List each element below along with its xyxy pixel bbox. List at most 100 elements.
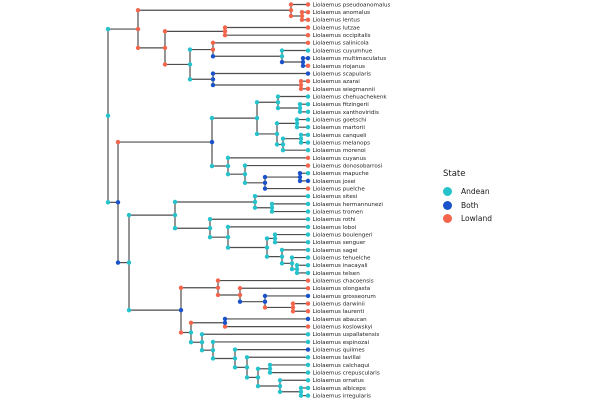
legend-label-both: Both (461, 200, 479, 210)
node-dot (305, 117, 311, 122)
node-dot (210, 356, 216, 361)
node-dot (289, 266, 295, 272)
tip-label: Liolaemus cuyumhue (313, 48, 373, 54)
node-dot (279, 54, 285, 59)
node-dot (280, 136, 286, 141)
node-dot (305, 155, 311, 161)
node-dot (105, 26, 111, 32)
node-dot (267, 370, 273, 375)
node-dot (210, 348, 216, 353)
tip-label: Liolaemus mapuche (313, 171, 370, 177)
node-dot (305, 362, 311, 368)
node-dot (305, 71, 311, 76)
node-dot (305, 32, 311, 38)
node-dot (232, 347, 238, 352)
node-dot (299, 17, 305, 23)
node-dot (305, 109, 311, 115)
node-dot (305, 178, 311, 184)
node-dot (290, 301, 296, 306)
node-dot (279, 48, 285, 53)
node-dot (272, 236, 278, 241)
tip-label: Liolaemus pseudoanomalus (313, 2, 391, 8)
node-dot (105, 200, 111, 205)
node-dot (222, 320, 228, 325)
node-dot (262, 186, 268, 191)
node-dot (297, 178, 303, 184)
node-dot (222, 32, 228, 38)
node-dot (305, 140, 311, 145)
node-dot (210, 47, 216, 52)
node-dot (294, 263, 300, 268)
node-dot (290, 305, 296, 310)
node-dot (237, 292, 243, 298)
node-dot (279, 59, 285, 65)
node-dot (210, 40, 216, 46)
node-dot (232, 365, 238, 370)
node-dot (305, 378, 311, 383)
node-dot (279, 247, 285, 253)
tip-label: Liolaemus scapularis (313, 71, 372, 77)
legend-label-andean: Andean (461, 187, 490, 197)
node-dot (255, 375, 261, 380)
node-dot (298, 140, 304, 145)
node-dot (275, 100, 281, 105)
tip-label: Liolaemus espinozai (313, 340, 370, 346)
lowland-state-dot (443, 214, 452, 224)
node-dot (305, 240, 311, 245)
node-dot (115, 260, 121, 265)
node-dot (274, 142, 280, 147)
tip-label: Liolaemus chehuachekenk (313, 94, 388, 100)
node-dot (305, 385, 311, 391)
tip-label: Liolaemus tehuelche (313, 255, 372, 261)
node-dot (209, 139, 215, 145)
node-dot (277, 389, 283, 394)
legend-title: State (443, 169, 466, 179)
node-dot (274, 121, 280, 126)
node-dot (162, 45, 168, 51)
node-dot (162, 62, 168, 67)
node-dot (272, 232, 278, 237)
node-dot (269, 209, 275, 214)
tip-label: Liolaemus lentus (313, 18, 360, 24)
tip-label: Liolaemus uspallatensis (313, 332, 380, 338)
tip-label: Liolaemus lavillai (313, 355, 362, 361)
tip-label: Liolaemus senguer (313, 240, 367, 246)
node-dot (294, 270, 300, 276)
node-dot (305, 301, 311, 306)
tip-label: Liolaemus quilmes (313, 348, 365, 354)
node-dot (305, 9, 311, 15)
node-dot (262, 180, 268, 186)
node-dot (254, 131, 260, 137)
tip-label: Liolaemus martorii (313, 125, 366, 131)
node-dot (222, 316, 228, 322)
node-dot (210, 71, 216, 76)
node-dot (305, 163, 311, 168)
node-dot (242, 180, 248, 186)
node-dot (305, 370, 311, 375)
tip-label: Liolaemus telsen (313, 271, 361, 277)
node-dot (305, 148, 311, 153)
tip-label: Liolaemus azarai (313, 79, 361, 85)
node-dot (210, 339, 216, 345)
node-dot (275, 105, 281, 111)
node-dot (298, 132, 304, 138)
node-dot (300, 63, 306, 69)
node-dot (254, 115, 260, 121)
tip-label: Liolaemus sagei (313, 248, 359, 254)
tip-label: Liolaemus abaucan (313, 317, 368, 323)
tip-label: Liolaemus grosseorum (313, 294, 376, 300)
node-dot (277, 378, 283, 383)
legend-item-both: Both (443, 199, 492, 213)
tip-label: Liolaemus koslowskyi (313, 324, 373, 330)
node-dot (105, 113, 111, 118)
node-dot (262, 174, 268, 180)
node-dot (298, 385, 304, 391)
node-dot (254, 100, 260, 105)
legend-item-lowland: Lowland (443, 212, 492, 226)
tip-label: Liolaemus puelche (313, 186, 366, 192)
node-dot (279, 261, 285, 266)
node-dot (252, 199, 258, 205)
tip-label: Liolaemus inacayali (313, 263, 369, 269)
node-dot (294, 121, 300, 126)
node-dot (305, 171, 311, 176)
